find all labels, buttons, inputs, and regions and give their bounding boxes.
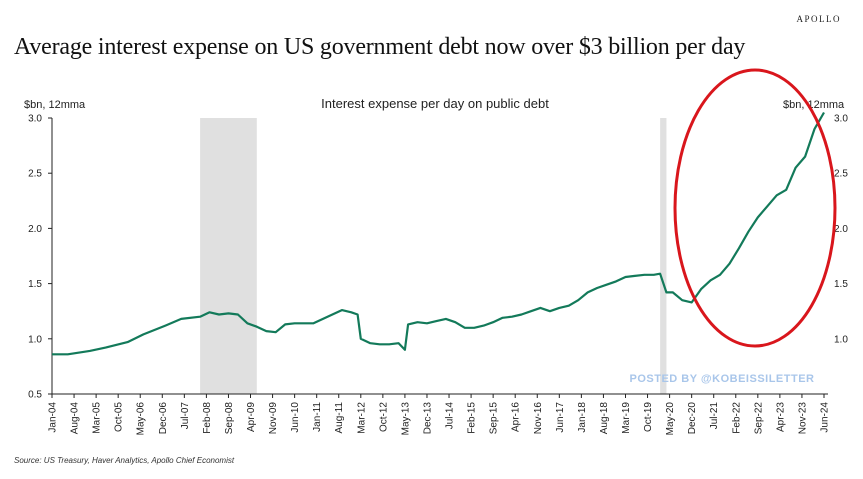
x-tick-label: Jun-10 xyxy=(290,402,301,433)
x-tick-label: Sep-08 xyxy=(224,402,235,435)
x-tick-label: Oct-05 xyxy=(114,402,125,432)
brand-logo: APOLLO xyxy=(796,14,841,24)
y-tick-label-right: 2.5 xyxy=(834,169,848,180)
recession-band xyxy=(200,118,257,394)
y-tick-label: 0.5 xyxy=(28,390,42,401)
y-axis-label-left: $bn, 12mma xyxy=(24,99,86,111)
x-tick-label: Jul-21 xyxy=(709,402,720,430)
x-tick-label: Jan-18 xyxy=(577,402,588,433)
x-tick-label: Dec-06 xyxy=(158,402,169,435)
x-tick-label: Apr-23 xyxy=(775,402,786,432)
x-tick-label: Dec-13 xyxy=(422,402,433,435)
x-tick-label: Jan-04 xyxy=(48,402,59,433)
x-tick-label: Jul-07 xyxy=(180,402,191,430)
x-tick-label: Nov-16 xyxy=(533,402,544,435)
y-tick-label: 1.5 xyxy=(28,279,42,290)
x-tick-label: Mar-19 xyxy=(621,402,632,434)
x-tick-label: May-13 xyxy=(400,402,411,436)
x-tick-label: Mar-12 xyxy=(356,402,367,434)
watermark: POSTED BY @KOBEISSILETTER xyxy=(630,373,815,385)
x-tick-label: Jun-17 xyxy=(555,402,566,433)
x-tick-label: Feb-22 xyxy=(731,402,742,434)
page-title: Average interest expense on US governmen… xyxy=(14,34,746,60)
highlight-circle xyxy=(673,68,837,348)
x-tick-label: Jun-24 xyxy=(820,402,831,433)
x-tick-label: May-20 xyxy=(665,402,676,436)
x-tick-label: Nov-09 xyxy=(268,402,279,435)
x-tick-label: Sep-22 xyxy=(753,402,764,435)
x-tick-label: Mar-05 xyxy=(92,402,103,434)
x-tick-label: Feb-08 xyxy=(202,402,213,434)
axes-layer xyxy=(48,117,828,398)
x-tick-label: Apr-09 xyxy=(246,402,257,432)
x-tick-labels: Jan-04 Aug-04 Mar-05 Oct-05 May-06 Dec-06 Jul-… xyxy=(48,402,831,436)
x-tick-label: Feb-15 xyxy=(467,402,478,434)
y-tick-label-right: 1.5 xyxy=(834,279,848,290)
chart-title: Interest expense per day on public debt xyxy=(321,96,549,111)
y-tick-label: 3.0 xyxy=(28,114,42,125)
y-tick-label: 1.0 xyxy=(28,334,42,345)
source-note: Source: US Treasury, Haver Analytics, Ap… xyxy=(14,456,235,465)
x-tick-label: Jan-11 xyxy=(312,402,323,432)
recession-band xyxy=(660,118,667,394)
y-tick-label-right: 1.0 xyxy=(834,334,848,345)
y-tick-label-right: 2.0 xyxy=(834,224,848,235)
x-tick-label: Aug-18 xyxy=(599,402,610,435)
x-tick-label: Aug-04 xyxy=(70,402,81,435)
x-tick-label: Apr-16 xyxy=(511,402,522,432)
x-tick-label: Jul-14 xyxy=(445,402,456,430)
x-tick-label: Aug-11 xyxy=(334,402,345,434)
x-tick-label: Nov-23 xyxy=(797,402,808,435)
x-tick-label: Sep-15 xyxy=(489,402,500,435)
x-tick-label: May-06 xyxy=(136,402,147,436)
y-tick-label-right: 3.0 xyxy=(834,114,848,125)
x-tick-label: Oct-12 xyxy=(378,402,389,432)
recession-layer xyxy=(200,118,667,394)
y-tick-label: 2.0 xyxy=(28,224,42,235)
y-tick-labels: 0.5 1.0 1.5 2.0 2.5 3.0 1.0 1.5 2.0 2.5 3.0 xyxy=(28,114,848,401)
y-tick-label: 2.5 xyxy=(28,169,42,180)
series-line xyxy=(52,111,825,356)
x-tick-label: Oct-19 xyxy=(643,402,654,432)
x-tick-label: Dec-20 xyxy=(687,402,698,435)
y-axis-label-right: $bn, 12mma xyxy=(783,99,845,111)
